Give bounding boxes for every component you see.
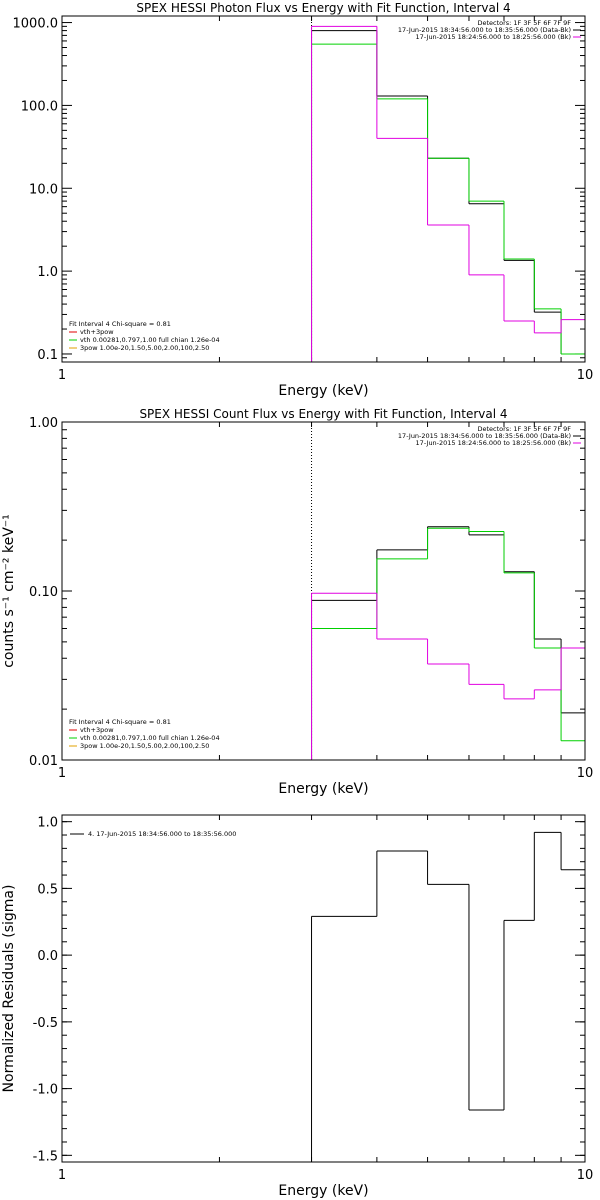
x-axis-label: Energy (keV) [278,1183,368,1199]
x-axis-label: Energy (keV) [278,383,368,399]
header-line: 17-Jun-2015 18:24:56.000 to 18:25:56.000… [416,33,571,41]
y-tick-label: 1.0 [37,816,58,831]
x-tick-label: 10 [577,368,594,383]
series-1 [311,831,585,1162]
y-ticks: -1.5 -1.0 -0.5 0.0 0.5 1.0 [33,816,585,1164]
legend-block: Fit Interval 4 Chi-square = 0.81vth+3pow… [69,718,220,750]
legend-line: 4. 17-Jun-2015 18:34:56.000 to 18:35:56.… [88,830,236,838]
y-tick-label: -0.5 [33,1016,58,1031]
header-line: 17-Jun-2015 18:24:56.000 to 18:25:56.000… [416,439,571,447]
header-block: Detectors: 1F 3F 5F 6F 7F 9F17-Jun-2015 … [398,19,581,41]
legend-line: vth+3pow [80,726,114,734]
y-tick-label: 0.0 [37,949,58,964]
panel-2: SPEX HESSI Count Flux vs Energy with Fit… [1,407,593,797]
y-tick-label: 10.0 [29,182,58,197]
legend-line: vth 0.00281,0.797,1.00 full chian 1.26e-… [80,734,220,742]
legend-block: 4. 17-Jun-2015 18:34:56.000 to 18:35:56.… [70,830,236,838]
y-tick-label: 0.1 [37,348,58,363]
y-axis-label: Normalized Residuals (sigma) [1,885,17,1093]
x-tick-label: 10 [577,1168,594,1183]
y-tick-label: 100.0 [21,99,58,114]
y-tick-label: -1.5 [33,1149,58,1164]
header-line: 17-Jun-2015 18:34:56.000 to 18:35:56.000… [398,26,571,34]
header-block: Detectors: 1F 3F 5F 6F 7F 9F17-Jun-2015 … [398,425,581,447]
y-tick-label: -1.0 [33,1083,58,1098]
header-line: Detectors: 1F 3F 5F 6F 7F 9F [477,425,571,433]
header-line: 17-Jun-2015 18:34:56.000 to 18:35:56.000… [398,432,571,440]
chart-title: SPEX HESSI Count Flux vs Energy with Fit… [139,407,507,421]
x-axis-label: Energy (keV) [278,781,368,797]
plot-frame [61,15,586,363]
y-axis-label: counts s⁻¹ cm⁻² keV⁻¹ [1,514,17,668]
x-tick-label: 1 [58,766,66,781]
x-tick-label: 1 [58,368,66,383]
legend-line: vth+3pow [80,328,114,336]
panel-1: SPEX HESSI Photon Flux vs Energy with Fi… [13,1,594,399]
series-2 [311,43,585,362]
series-1 [311,30,585,362]
x-ticks: 1 10 [58,815,593,1183]
y-tick-label: 0.10 [29,585,58,600]
series-3 [311,592,585,760]
y-tick-label: 1.00 [29,416,58,431]
x-tick-label: 10 [577,766,594,781]
series-2 [311,527,585,760]
legend-line: Fit Interval 4 Chi-square = 0.81 [69,320,171,328]
y-tick-label: 0.5 [37,882,58,897]
y-tick-label: 0.01 [29,754,58,769]
series-3 [311,25,585,362]
legend-line: vth 0.00281,0.797,1.00 full chian 1.26e-… [80,336,220,344]
plot-frame [61,421,586,761]
y-tick-label: 1000.0 [13,17,59,32]
x-ticks: 1 10 [58,422,593,781]
legend-block: Fit Interval 4 Chi-square = 0.81vth+3pow… [69,320,220,352]
panel-3: 1 10 Energy (keV) -1.5 -1.0 -0.5 0.0 0.5 1.0 Norm… [1,814,593,1199]
series-1 [311,526,585,760]
y-ticks: 0.1 1.0 10.0 100.0 1000.0 [13,17,585,363]
y-tick-label: 1.0 [37,265,58,280]
legend-line: 3pow 1.00e-20,1.50,5.00,2.00,100,2.50 [80,742,209,750]
header-line: Detectors: 1F 3F 5F 6F 7F 9F [477,19,571,27]
legend-line: 3pow 1.00e-20,1.50,5.00,2.00,100,2.50 [80,344,209,352]
plot-frame [61,814,586,1163]
chart-title: SPEX HESSI Photon Flux vs Energy with Fi… [136,1,510,15]
legend-line: Fit Interval 4 Chi-square = 0.81 [69,718,171,726]
y-ticks: 0.01 0.10 1.00 [29,416,585,769]
x-tick-label: 1 [58,1168,66,1183]
